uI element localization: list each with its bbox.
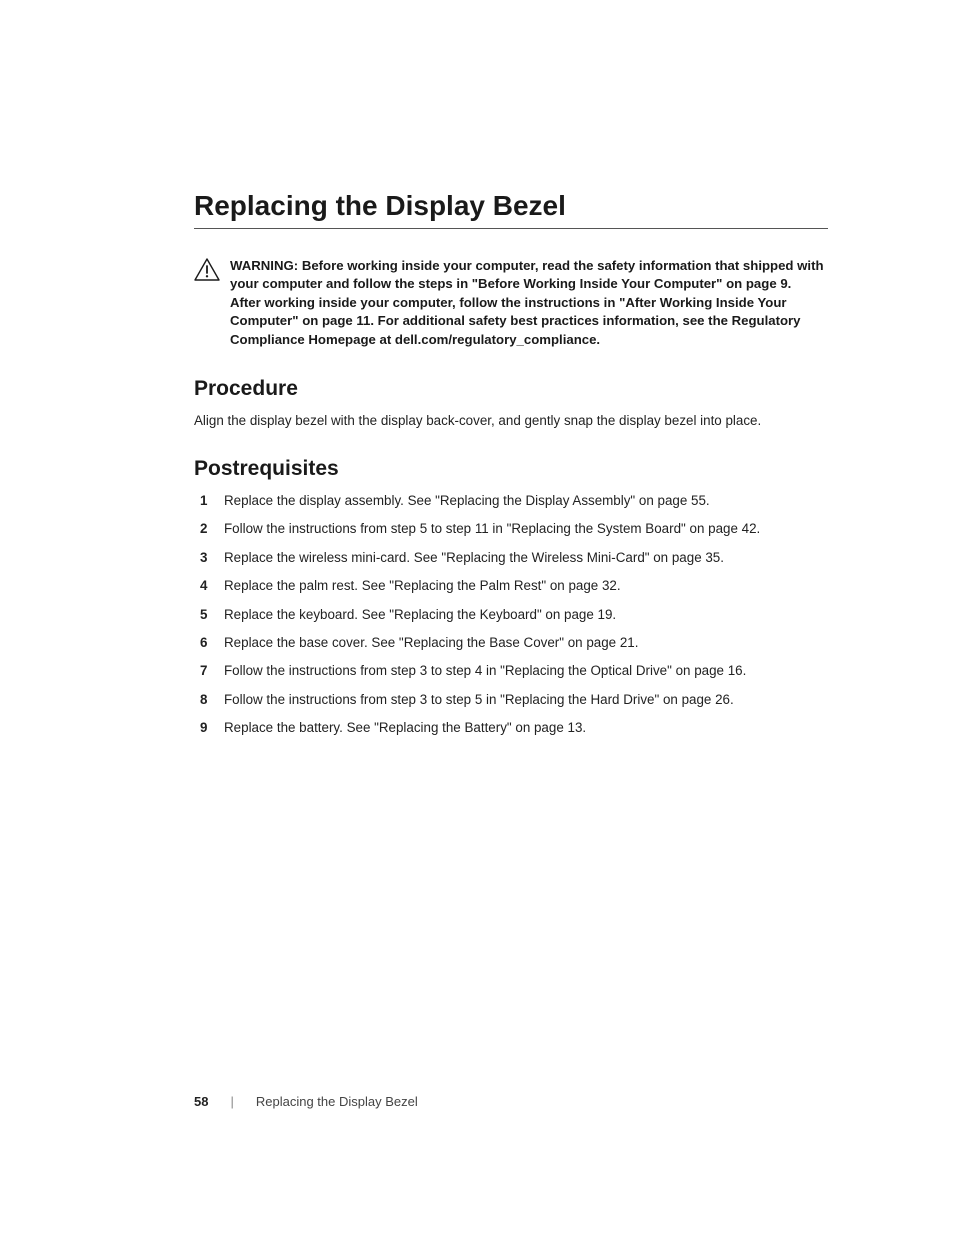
page-footer: 58 | Replacing the Display Bezel [194,1094,418,1109]
footer-title: Replacing the Display Bezel [256,1094,418,1109]
postrequisites-heading: Postrequisites [194,457,828,481]
footer-page-number: 58 [194,1094,208,1109]
list-item: Follow the instructions from step 3 to s… [194,661,828,680]
procedure-heading: Procedure [194,377,828,401]
list-item: Follow the instructions from step 5 to s… [194,519,828,538]
page-title: Replacing the Display Bezel [194,190,828,229]
list-item: Replace the keyboard. See "Replacing the… [194,605,828,624]
list-item: Replace the palm rest. See "Replacing th… [194,576,828,595]
footer-separator: | [230,1094,233,1109]
document-page: Replacing the Display Bezel WARNING: Bef… [0,0,954,738]
list-item: Replace the battery. See "Replacing the … [194,718,828,737]
list-item: Replace the wireless mini-card. See "Rep… [194,548,828,567]
warning-body: Before working inside your computer, rea… [230,258,824,347]
procedure-body: Align the display bezel with the display… [194,411,828,430]
list-item: Replace the base cover. See "Replacing t… [194,633,828,652]
postrequisites-list: Replace the display assembly. See "Repla… [194,491,828,738]
warning-text: WARNING: Before working inside your comp… [230,257,824,349]
warning-label: WARNING: [230,258,298,273]
warning-icon [194,258,220,286]
list-item: Replace the display assembly. See "Repla… [194,491,828,510]
list-item: Follow the instructions from step 3 to s… [194,690,828,709]
warning-block: WARNING: Before working inside your comp… [194,257,828,349]
